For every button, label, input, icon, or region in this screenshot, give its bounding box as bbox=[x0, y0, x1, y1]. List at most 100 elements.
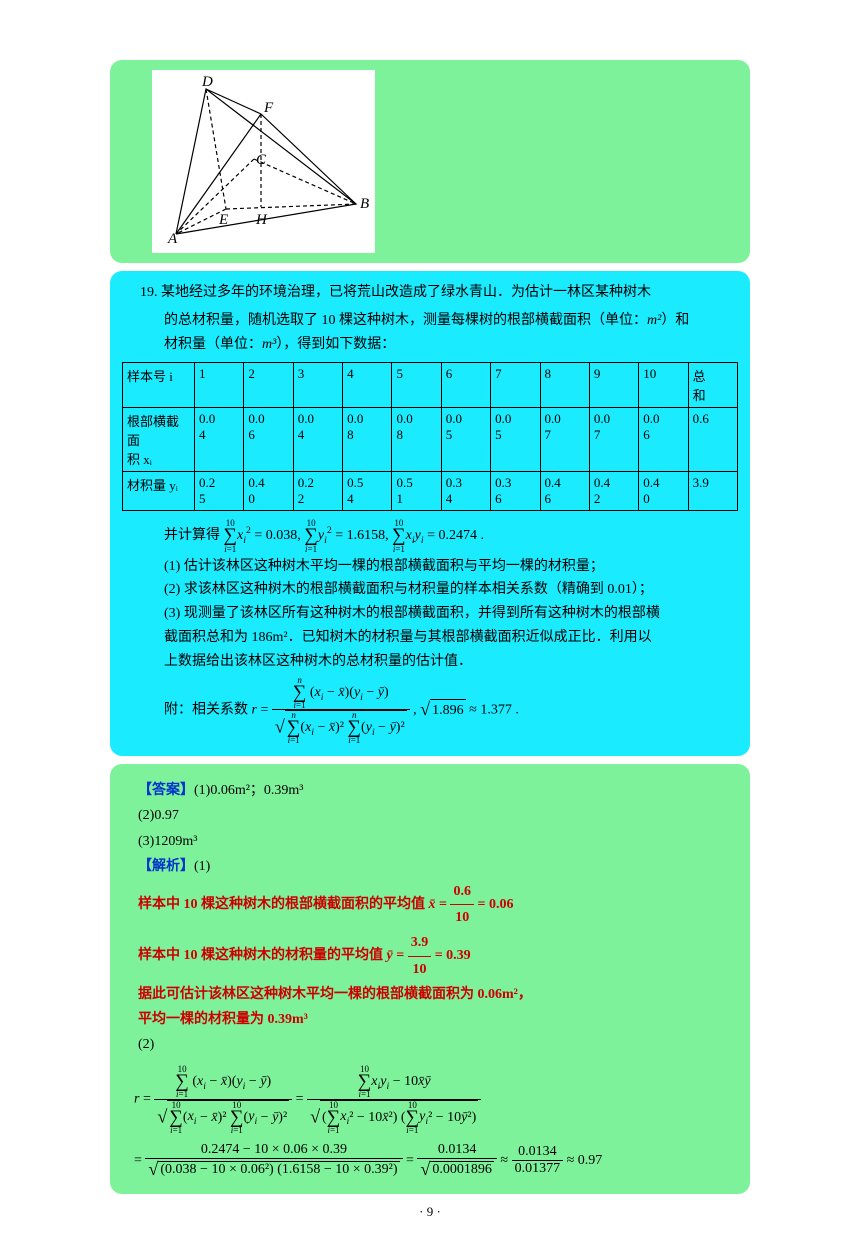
col-5: 5 bbox=[392, 363, 441, 408]
parse-1: (1) bbox=[194, 859, 210, 874]
col-8: 8 bbox=[540, 363, 589, 408]
table-y-row: 材积量 yᵢ 0.25 0.40 0.22 0.54 0.51 0.34 0.3… bbox=[123, 472, 738, 511]
x-total: 0.6 bbox=[688, 408, 737, 472]
label-F: F bbox=[263, 100, 274, 116]
y-9: 0.42 bbox=[589, 472, 638, 511]
r2-eq: = 0.39 bbox=[435, 948, 471, 963]
problem-intro: 19. 某地经过多年的环境治理，已将荒山改造成了绿水青山．为估计一林区某种树木 bbox=[122, 281, 738, 309]
label-H: H bbox=[255, 212, 268, 228]
y-8: 0.46 bbox=[540, 472, 589, 511]
question-1: (1) 估计该林区这种树木平均一棵的根部横截面积与平均一棵的材积量； bbox=[122, 555, 738, 579]
col-9: 9 bbox=[589, 363, 638, 408]
answer-1: (1)0.06m²；0.39m³ bbox=[194, 783, 304, 798]
sum-xy: = 0.2474 . bbox=[427, 528, 484, 543]
parse-label: 【解析】 bbox=[138, 859, 194, 874]
intro-2-row: 的总材积量，随机选取了 10 棵这种树木，测量每棵树的根部横截面积（单位：m²）… bbox=[122, 309, 738, 333]
question-3c: 上数据给出该林区这种树木的总材积量的估计值． bbox=[122, 650, 738, 674]
calc-den: (0.038 − 10 × 0.06²) (1.6158 − 10 × 0.39… bbox=[158, 1161, 399, 1178]
triangle-figure: D F C E H B A bbox=[152, 70, 375, 253]
problem-card: 19. 某地经过多年的环境治理，已将荒山改造成了绿水青山．为估计一林区某种树木 … bbox=[110, 271, 750, 756]
r-formula-1: r = 10∑i=1 (xi − x̄)(yi − ȳ) √ 10∑i=1(xi… bbox=[122, 1061, 738, 1138]
x-3: 0.04 bbox=[293, 408, 342, 472]
y-1: 0.25 bbox=[195, 472, 244, 511]
answer-card: 【答案】(1)0.06m²；0.39m³ (2)0.97 (3)1209m³ 【… bbox=[110, 764, 750, 1194]
table-header-row: 样本号 i 1 2 3 4 5 6 7 8 9 10 总和 bbox=[123, 363, 738, 408]
answer-label: 【答案】 bbox=[138, 783, 194, 798]
answer-2: (2)0.97 bbox=[138, 808, 179, 823]
calc-label: 并计算得 bbox=[164, 528, 220, 543]
x-1: 0.04 bbox=[195, 408, 244, 472]
x-5: 0.08 bbox=[392, 408, 441, 472]
r1-eq: = 0.06 bbox=[477, 897, 513, 912]
col-2: 2 bbox=[244, 363, 293, 408]
x-2: 0.06 bbox=[244, 408, 293, 472]
y-4: 0.54 bbox=[343, 472, 392, 511]
col-4: 4 bbox=[343, 363, 392, 408]
problem-number: 19. bbox=[140, 285, 158, 300]
x-9: 0.07 bbox=[589, 408, 638, 472]
intro-2: 的总材积量，随机选取了 10 棵这种树木，测量每棵树的根部横截面积（单位： bbox=[164, 313, 647, 328]
y-2: 0.40 bbox=[244, 472, 293, 511]
col-3: 3 bbox=[293, 363, 342, 408]
y-3: 0.22 bbox=[293, 472, 342, 511]
y-7: 0.36 bbox=[491, 472, 540, 511]
sum-x2: = 0.038, bbox=[254, 528, 300, 543]
y-total: 3.9 bbox=[688, 472, 737, 511]
label-B: B bbox=[360, 196, 369, 212]
label-D: D bbox=[201, 74, 213, 90]
intro-1: 某地经过多年的环境治理，已将荒山改造成了绿水青山．为估计一林区某种树木 bbox=[161, 285, 651, 300]
page-container: D F C E H B A 19. 某地经过多年的环境治理，已将荒山改造成了绿水… bbox=[0, 0, 860, 1250]
intro-3: 材积量（单位： bbox=[164, 337, 262, 352]
answer-3: (3)1209m³ bbox=[138, 834, 197, 849]
table-x-row: 根部横截面积 xᵢ 0.04 0.06 0.04 0.08 0.08 0.05 … bbox=[123, 408, 738, 472]
calc-sums: 并计算得 10∑i=1xi2 = 0.038, 10∑i=1yi2 = 1.61… bbox=[122, 517, 738, 554]
h-vol: 材积量 yᵢ bbox=[123, 472, 195, 511]
intro-3-row: 材积量（单位：m³），得到如下数据： bbox=[122, 333, 738, 357]
sqrt-approx: ≈ 1.377 . bbox=[469, 702, 519, 717]
question-3b: 截面积总和为 186m²．已知树木的材积量与其根部横截面积近似成正比．利用以 bbox=[122, 626, 738, 650]
label-C: C bbox=[256, 152, 267, 168]
calc-num: 0.2474 − 10 × 0.06 × 0.39 bbox=[145, 1142, 402, 1159]
page-number: · 9 · bbox=[110, 1204, 750, 1220]
intro-tail: ），得到如下数据： bbox=[276, 337, 395, 352]
final-approx: ≈ 0.97 bbox=[567, 1153, 603, 1168]
label-A: A bbox=[167, 231, 178, 244]
question-2: (2) 求该林区这种树木的根部横截面积与材积量的样本相关系数（精确到 0.01）… bbox=[122, 578, 738, 602]
y-6: 0.34 bbox=[441, 472, 490, 511]
intro-paren: ）和 bbox=[661, 313, 689, 328]
red-2: 样本中 10 棵这种树木的材积量的平均值 bbox=[138, 948, 383, 963]
x-4: 0.08 bbox=[343, 408, 392, 472]
col-7: 7 bbox=[491, 363, 540, 408]
r-formula-2: = 0.2474 − 10 × 0.06 × 0.39 √(0.038 − 10… bbox=[122, 1138, 738, 1184]
data-table: 样本号 i 1 2 3 4 5 6 7 8 9 10 总和 根部横截面积 xᵢ … bbox=[122, 362, 738, 511]
unit-m3: m³ bbox=[262, 337, 276, 352]
res2-d: 0.01377 bbox=[512, 1161, 564, 1177]
appendix-row: 附：相关系数 r = n∑i=1 (xi − x̄)(yi − ȳ) √ n∑i… bbox=[122, 674, 738, 747]
col-6: 6 bbox=[441, 363, 490, 408]
unit-m2: m² bbox=[647, 313, 661, 328]
h-area: 根部横截面积 xᵢ bbox=[123, 408, 195, 472]
x-6: 0.05 bbox=[441, 408, 490, 472]
res1-d: 0.0001896 bbox=[430, 1161, 494, 1178]
col-1: 1 bbox=[195, 363, 244, 408]
y-5: 0.51 bbox=[392, 472, 441, 511]
triangle-svg: D F C E H B A bbox=[156, 74, 371, 244]
h-total: 总和 bbox=[688, 363, 737, 408]
question-3a: (3) 现测量了该林区所有这种树木的根部横截面积，并得到所有这种树木的根部横 bbox=[122, 602, 738, 626]
y-10: 0.40 bbox=[639, 472, 688, 511]
sum-y2: = 1.6158, bbox=[335, 528, 388, 543]
x-7: 0.05 bbox=[491, 408, 540, 472]
appendix-label: 附：相关系数 bbox=[164, 702, 248, 717]
res2-n: 0.0134 bbox=[512, 1144, 564, 1161]
red-4: 平均一棵的材积量为 0.39m³ bbox=[138, 1012, 308, 1027]
x-10: 0.06 bbox=[639, 408, 688, 472]
x-8: 0.07 bbox=[540, 408, 589, 472]
res1-n: 0.0134 bbox=[417, 1142, 496, 1159]
red-3: 据此可估计该林区这种树木平均一棵的根部横截面积为 0.06m²， bbox=[138, 987, 532, 1002]
figure-card: D F C E H B A bbox=[110, 60, 750, 263]
parse-2: (2) bbox=[138, 1037, 154, 1052]
label-E: E bbox=[218, 212, 228, 228]
col-10: 10 bbox=[639, 363, 688, 408]
red-1: 样本中 10 棵这种树木的根部横截面积的平均值 bbox=[138, 897, 425, 912]
h-sample: 样本号 i bbox=[123, 363, 195, 408]
